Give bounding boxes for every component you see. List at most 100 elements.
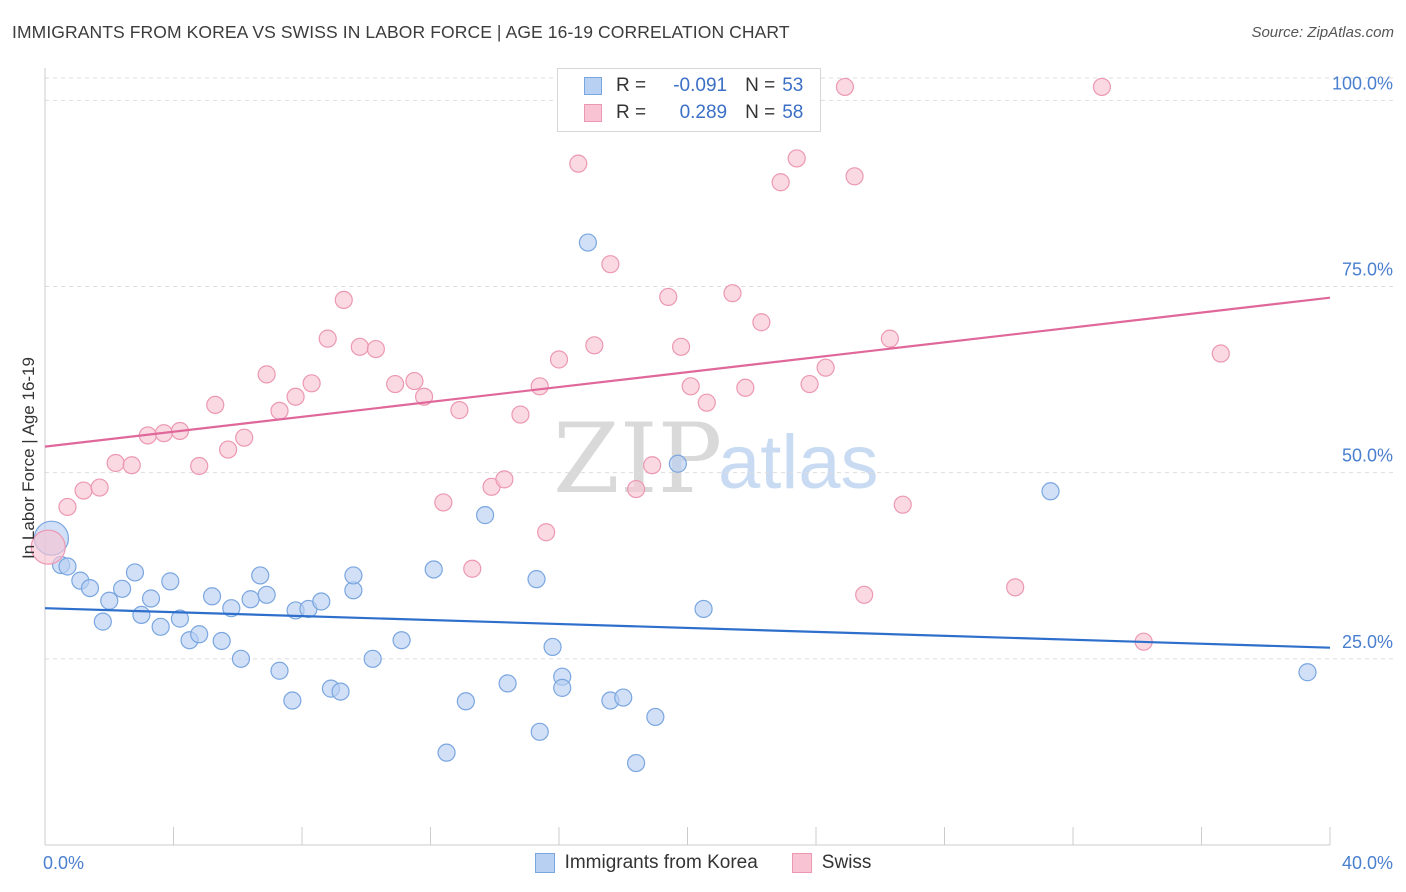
korea-point bbox=[125, 563, 145, 582]
korea-point bbox=[251, 566, 270, 585]
data-points bbox=[30, 77, 1317, 773]
korea-point bbox=[578, 233, 598, 252]
watermark-zip: ZIP bbox=[553, 403, 722, 515]
swiss-point bbox=[190, 456, 209, 476]
korea-point bbox=[530, 722, 549, 741]
swiss-point bbox=[530, 377, 549, 396]
swiss-point bbox=[122, 456, 141, 475]
korea-point bbox=[312, 592, 331, 611]
korea-point bbox=[527, 570, 546, 589]
korea-point bbox=[112, 579, 132, 598]
korea-point bbox=[80, 578, 100, 598]
swiss-point bbox=[30, 529, 66, 565]
swiss-point bbox=[414, 387, 434, 406]
swiss-point bbox=[681, 377, 700, 396]
swiss-point bbox=[549, 350, 569, 369]
legend-r-label: R = bbox=[616, 102, 647, 123]
swiss-point bbox=[386, 374, 405, 394]
korea-point bbox=[331, 682, 350, 701]
swiss-point bbox=[835, 77, 855, 97]
swiss-point bbox=[350, 337, 369, 356]
korea-point bbox=[626, 753, 646, 773]
axes bbox=[44, 68, 1331, 846]
swiss-point bbox=[537, 523, 556, 542]
swiss-point bbox=[58, 497, 77, 517]
swiss-point bbox=[771, 173, 790, 192]
korea-point bbox=[437, 743, 456, 762]
watermark-atlas: atlas bbox=[718, 420, 879, 505]
swiss-point bbox=[495, 470, 514, 489]
swiss-point bbox=[845, 167, 864, 186]
swiss-point bbox=[302, 374, 321, 393]
legend-r-value: 0.289 bbox=[679, 102, 728, 123]
swiss-point bbox=[1006, 578, 1025, 597]
x-tick-label: 0.0% bbox=[43, 853, 84, 873]
swiss-point bbox=[671, 337, 691, 356]
swiss-point bbox=[257, 365, 276, 384]
korea-trend-line bbox=[44, 607, 1331, 649]
korea-point bbox=[270, 661, 289, 680]
swiss-point bbox=[585, 336, 604, 355]
korea-point bbox=[257, 585, 276, 604]
swiss-point bbox=[1092, 77, 1112, 97]
swiss-point bbox=[235, 428, 254, 447]
swiss-point bbox=[723, 284, 742, 303]
series-legend: Immigrants from Korea Swiss bbox=[0, 852, 1406, 874]
korea-point bbox=[58, 557, 77, 576]
korea-point bbox=[161, 572, 180, 591]
legend-swatch-korea bbox=[584, 77, 602, 95]
korea-point bbox=[543, 637, 562, 657]
swiss-point bbox=[219, 440, 238, 459]
korea-point bbox=[363, 649, 382, 668]
swiss-point bbox=[334, 290, 353, 310]
legend-r-value: -0.091 bbox=[673, 75, 728, 96]
swiss-point bbox=[787, 149, 806, 168]
korea-point bbox=[553, 678, 572, 697]
swiss-trend-line bbox=[44, 296, 1331, 448]
korea-point bbox=[222, 599, 241, 618]
korea-point bbox=[132, 605, 151, 625]
korea-point bbox=[170, 609, 190, 628]
x-tick-label: 40.0% bbox=[1342, 853, 1393, 873]
swiss-point bbox=[318, 329, 337, 348]
swiss-point bbox=[106, 453, 125, 473]
swiss-point bbox=[286, 387, 305, 406]
source-note: Source: ZipAtlas.com bbox=[1251, 24, 1394, 41]
korea-point bbox=[694, 599, 713, 619]
swiss-point bbox=[434, 493, 453, 512]
swiss-point bbox=[855, 585, 874, 604]
y-tick-label: 75.0% bbox=[1342, 260, 1393, 280]
korea-point bbox=[241, 590, 260, 609]
y-axis-label: In Labor Force | Age 16-19 bbox=[19, 357, 38, 559]
legend-swatch-swiss bbox=[584, 104, 602, 122]
swiss-point bbox=[366, 339, 385, 359]
korea-point bbox=[190, 625, 209, 644]
legend-swatch-swiss bbox=[791, 853, 812, 873]
legend-row-swiss: R = 0.289 N = 58 bbox=[584, 101, 803, 125]
korea-point bbox=[202, 587, 222, 606]
swiss-point bbox=[643, 456, 662, 475]
korea-point bbox=[668, 454, 687, 473]
y-tick-label: 50.0% bbox=[1342, 446, 1393, 466]
trend-lines bbox=[44, 296, 1331, 649]
legend-item-korea: Immigrants from Korea bbox=[534, 852, 758, 874]
swiss-point bbox=[90, 478, 109, 497]
legend-row-korea: R = -0.091 N = 53 bbox=[584, 74, 803, 98]
korea-point bbox=[93, 612, 112, 631]
legend-swatch-korea bbox=[534, 853, 555, 873]
legend-r-label: R = bbox=[616, 75, 647, 96]
korea-point bbox=[614, 688, 633, 707]
korea-point bbox=[1041, 482, 1060, 501]
swiss-point bbox=[659, 287, 678, 307]
swiss-point bbox=[569, 154, 588, 173]
swiss-point bbox=[511, 405, 530, 424]
swiss-point bbox=[74, 481, 93, 500]
legend-n-value: 53 bbox=[782, 75, 804, 96]
legend-n-value: 58 bbox=[782, 102, 804, 123]
korea-point bbox=[141, 589, 161, 608]
korea-point bbox=[344, 566, 363, 585]
swiss-point bbox=[270, 401, 289, 420]
swiss-point bbox=[752, 313, 771, 332]
legend-n-label: N = bbox=[745, 75, 776, 96]
swiss-point bbox=[463, 559, 482, 578]
